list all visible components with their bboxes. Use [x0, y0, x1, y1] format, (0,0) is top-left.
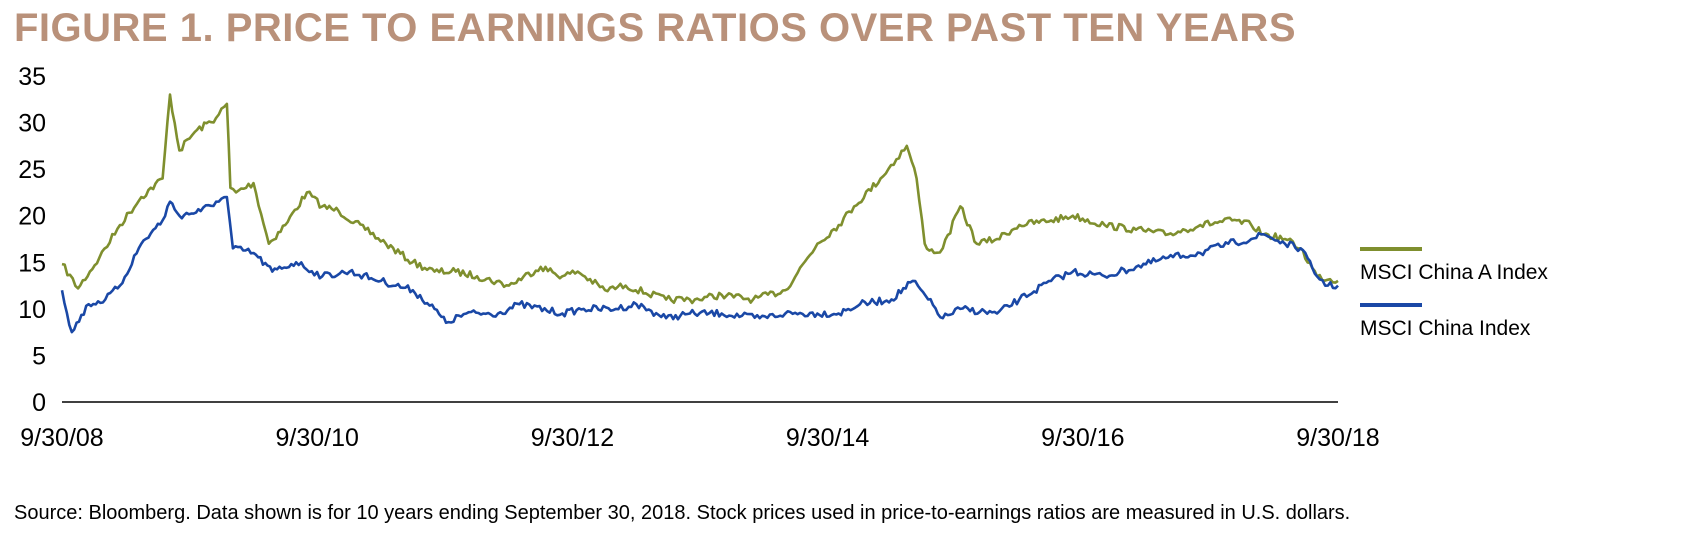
y-tick-label: 0: [32, 389, 46, 417]
x-tick-label: 9/30/10: [275, 424, 358, 452]
y-tick-label: 10: [18, 296, 46, 324]
msci-china-index-line: [60, 195, 1339, 334]
legend-label: MSCI China A Index: [1360, 261, 1548, 284]
y-tick-label: 5: [32, 342, 46, 370]
x-tick-label: 9/30/14: [786, 424, 870, 452]
x-tick-label: 9/30/18: [1296, 424, 1379, 452]
x-tick-label: 9/30/08: [20, 424, 103, 452]
x-axis-ticks: 9/30/08 9/30/10 9/30/12 9/30/14 9/30/16 9/30/…: [20, 424, 1379, 452]
x-tick-label: 9/30/12: [531, 424, 614, 452]
y-tick-label: 20: [18, 203, 46, 231]
source-note: Source: Bloomberg. Data shown is for 10 …: [14, 502, 1351, 524]
y-tick-label: 35: [18, 63, 46, 91]
y-tick-label: 30: [18, 110, 46, 138]
y-tick-label: 15: [18, 249, 46, 277]
x-tick-label: 9/30/16: [1041, 424, 1124, 452]
y-axis-ticks: 0 5 10 15 20 25 30 35: [18, 63, 46, 417]
y-tick-label: 25: [18, 156, 46, 184]
legend: MSCI China A Index MSCI China Index: [1360, 247, 1548, 340]
legend-label: MSCI China Index: [1360, 317, 1531, 340]
figure-title: FIGURE 1. PRICE TO EARNINGS RATIOS OVER …: [14, 6, 1296, 50]
series-lines: [60, 93, 1339, 334]
msci-china-a-index-line: [61, 93, 1339, 305]
